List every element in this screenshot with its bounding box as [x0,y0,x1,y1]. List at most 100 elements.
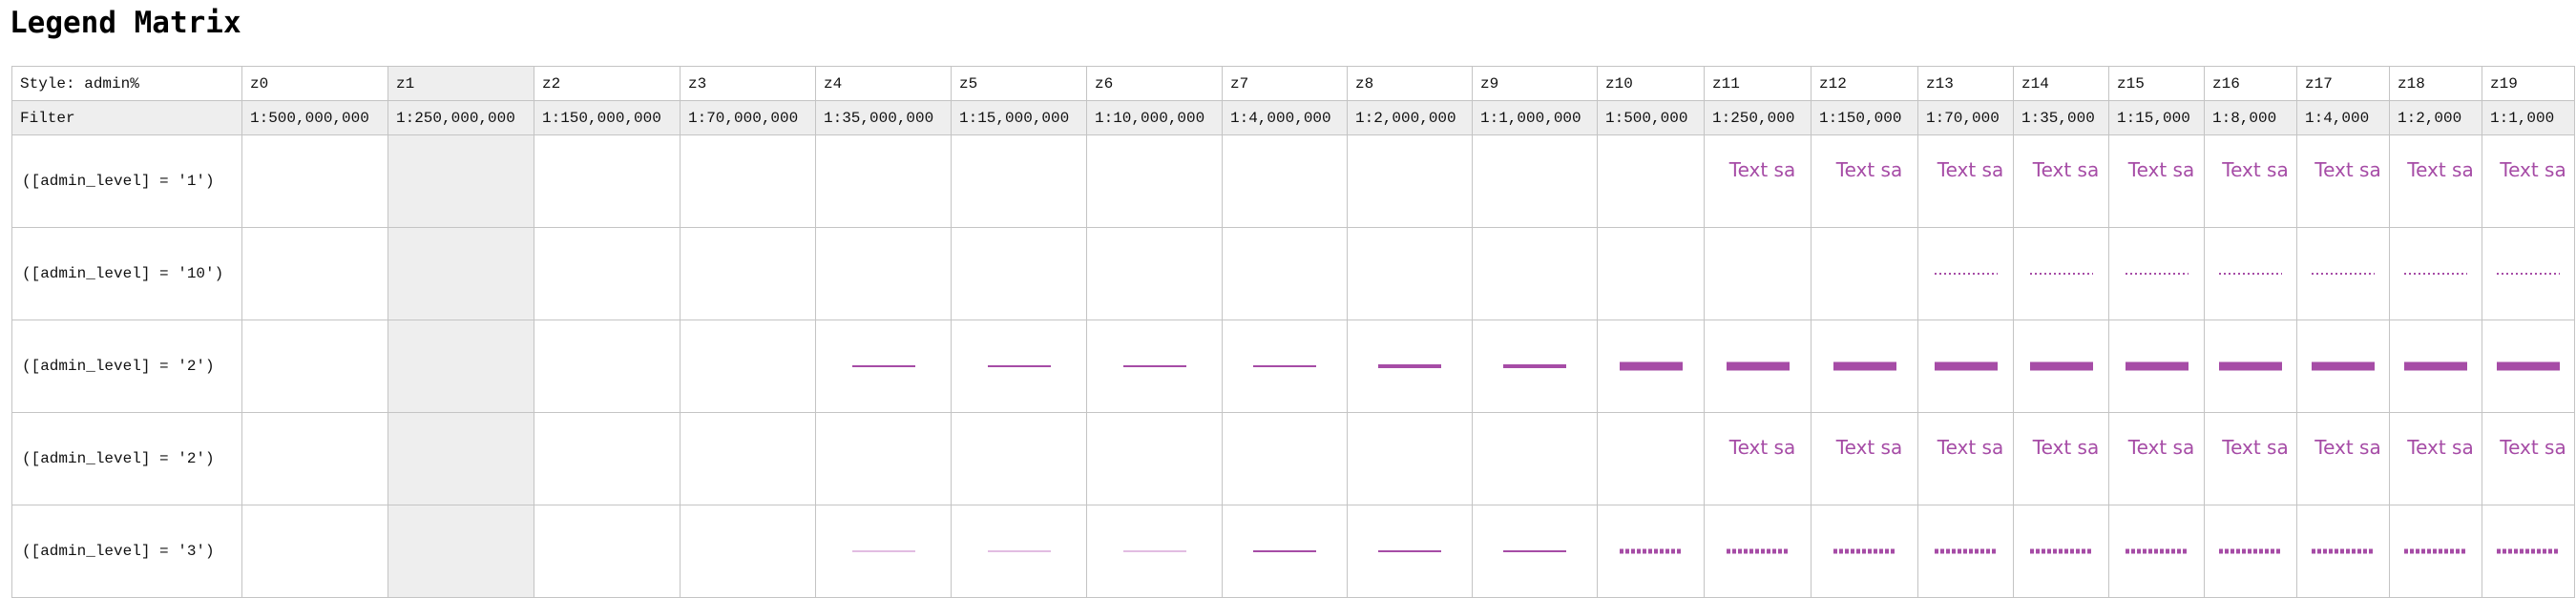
style-label-cell: Style: admin% [11,66,242,101]
thin-line-symbol [1122,365,1186,367]
thin-line-symbol [1503,550,1566,552]
symbol-cell [1347,505,1473,598]
symbol-cell [1597,134,1705,228]
symbol-cell [1811,320,1918,413]
symbol-cell: Text sa [2389,134,2482,228]
dash-line-symbol [1726,548,1790,554]
zoom-header-z6: z6 [1086,66,1223,101]
symbol-cell [241,412,388,505]
symbol-cell [534,134,681,228]
symbol-cell [815,320,952,413]
symbol-cell [241,505,388,598]
dash-line-symbol [2404,548,2467,554]
symbol-cell [951,227,1087,320]
scale-cell: 1:500,000 [1597,100,1705,135]
symbol-cell [241,320,388,413]
symbol-cell [2296,227,2390,320]
symbol-cell [1347,227,1473,320]
rule-row: ([admin_level] = '10') [11,227,2575,320]
symbol-cell [2389,505,2482,598]
zoom-header-z13: z13 [1917,66,2014,101]
symbol-cell [680,412,816,505]
symbol-cell [1086,320,1223,413]
symbol-cell [1222,505,1348,598]
symbol-cell [387,412,534,505]
symbol-cell [1086,227,1223,320]
zoom-header-z3: z3 [680,66,816,101]
thick-line-symbol [1726,361,1790,371]
symbol-cell [951,134,1087,228]
rule-filter-cell: ([admin_level] = '1') [11,134,242,228]
thick-line-symbol [2219,361,2282,371]
scale-cell: 1:10,000,000 [1086,100,1223,135]
rule-filter-cell: ([admin_level] = '2') [11,320,242,413]
symbol-cell [2482,505,2575,598]
thick-line-symbol [2497,361,2560,371]
faint-line-symbol [851,550,915,552]
zoom-header-z15: z15 [2108,66,2205,101]
symbol-cell [1597,505,1705,598]
text-sample-symbol: Text sa [1937,158,2004,181]
symbol-cell [1222,320,1348,413]
symbol-cell [1347,412,1473,505]
zoom-header-z9: z9 [1472,66,1598,101]
symbol-cell: Text sa [2013,134,2109,228]
thin-line-symbol [1253,365,1316,367]
zoom-header-z12: z12 [1811,66,1918,101]
rule-filter-cell: ([admin_level] = '2') [11,412,242,505]
symbol-cell [1086,412,1223,505]
scale-cell: 1:4,000,000 [1222,100,1348,135]
symbol-cell [1704,320,1812,413]
dash-line-symbol [1934,548,1998,554]
thick-line-symbol [2404,361,2467,371]
legend-matrix-table: Style: admin% z0 z1 z2 z3 z4 z5 z6 z7 z8 z9 z10 z11… [11,66,2575,598]
symbol-cell: Text sa [1811,412,1918,505]
symbol-cell: Text sa [1917,134,2014,228]
scale-cell: 1:8,000 [2204,100,2297,135]
thin-line-symbol [1378,550,1441,552]
text-sample-symbol: Text sa [2222,158,2289,181]
symbol-cell: Text sa [2108,134,2205,228]
symbol-cell [1917,505,2014,598]
symbol-cell [2108,505,2205,598]
symbol-cell [1917,320,2014,413]
zoom-header-z19: z19 [2482,66,2575,101]
dash-line-symbol [1833,548,1896,554]
symbol-cell: Text sa [2482,134,2575,228]
symbol-cell [951,505,1087,598]
text-sample-symbol: Text sa [1728,158,1796,181]
rule-row: ([admin_level] = '2') Text sa Text sa Text … [11,412,2575,505]
zoom-header-z4: z4 [815,66,952,101]
symbol-cell [534,227,681,320]
filter-label-cell: Filter [11,100,242,135]
thick-line-symbol [1619,361,1683,371]
symbol-cell: Text sa [2296,412,2390,505]
rule-row: ([admin_level] = '2') [11,320,2575,413]
zoom-header-z8: z8 [1347,66,1473,101]
symbol-cell: Text sa [1917,412,2014,505]
symbol-cell [534,505,681,598]
scale-cell: 1:70,000,000 [680,100,816,135]
symbol-cell [951,320,1087,413]
symbol-cell [815,134,952,228]
symbol-cell [2108,320,2205,413]
symbol-cell [241,134,388,228]
thin-line-symbol [1253,550,1316,552]
symbol-cell [1811,227,1918,320]
symbol-cell: Text sa [1704,134,1812,228]
symbol-cell [1704,227,1812,320]
dots-line-symbol [2312,273,2375,275]
thick-line-symbol [2029,361,2093,371]
symbol-cell [680,320,816,413]
text-sample-symbol: Text sa [1835,158,1903,181]
thick-line-symbol [1833,361,1896,371]
rule-filter-cell: ([admin_level] = '10') [11,227,242,320]
zoom-header-z0: z0 [241,66,388,101]
faint-line-symbol [987,550,1051,552]
text-sample-symbol: Text sa [2127,436,2195,459]
symbol-cell [2389,320,2482,413]
symbol-cell [2204,320,2297,413]
symbol-cell [815,412,952,505]
symbol-cell [2013,320,2109,413]
zoom-header-z18: z18 [2389,66,2482,101]
